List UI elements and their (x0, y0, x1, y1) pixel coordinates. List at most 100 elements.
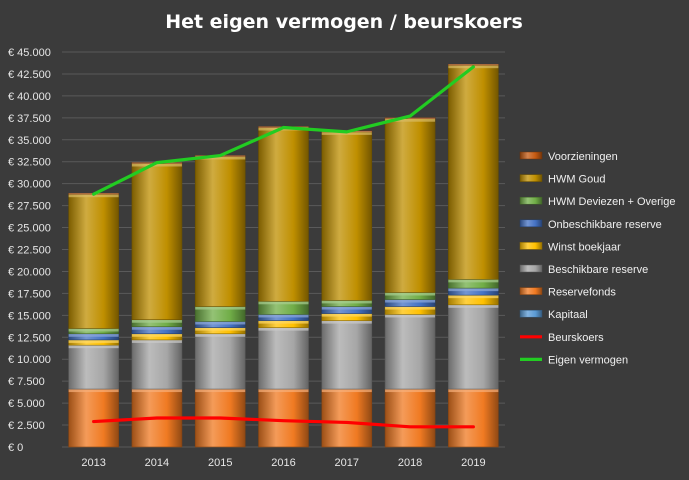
y-tick-label: € 0 (8, 442, 23, 454)
bar-segment-beschikbare-reserve (321, 320, 373, 390)
y-tick-label: € 27.500 (8, 201, 51, 213)
bar-segment-cap (131, 319, 182, 323)
bar-segment-hwm-goud (68, 193, 119, 329)
bar-segment-hwm-goud (321, 131, 373, 301)
y-tick-label: € 42.500 (8, 69, 51, 81)
bar-segment-cap (131, 389, 182, 393)
legend-swatch-winst-boekjaar (519, 242, 543, 250)
x-tick-label: 2013 (81, 457, 105, 469)
bar-segment-beschikbare-reserve (68, 344, 119, 390)
legend-label-eigen-vermogen: Eigen vermogen (548, 354, 628, 366)
legend-label-reservefonds: Reservefonds (548, 287, 616, 299)
y-tick-label: € 30.000 (8, 179, 51, 191)
line-beurskoers (92, 416, 475, 429)
chart-title: Het eigen vermogen / beurskoers (165, 11, 523, 33)
bar-segment-cap (258, 389, 309, 393)
bar-segment-reservefonds (384, 388, 436, 448)
y-tick-label: € 5.000 (8, 398, 45, 410)
bar-segment-cap (68, 333, 119, 337)
bar-segment-cap (258, 327, 309, 331)
bar-segment-reservefonds (68, 388, 119, 448)
x-tick-label: 2017 (335, 457, 359, 469)
legend-swatch-onbeschikbare-reserve (519, 219, 543, 228)
bar-segment-reservefonds (321, 388, 373, 448)
line-layer (92, 65, 475, 429)
bar-segment-cap (68, 389, 119, 393)
bar-segment-cap (131, 339, 182, 343)
x-tick-label: 2016 (271, 457, 295, 469)
legend-swatch-hwm-deviezen-overige (519, 196, 543, 205)
bar-segment-cap (131, 326, 182, 330)
legend-label-beurskoers: Beurskoers (548, 332, 604, 344)
bar-segment-cap (131, 333, 182, 337)
bar-segment-cap (385, 299, 436, 303)
bar-segment-cap (385, 117, 436, 119)
y-tick-label: € 40.000 (8, 91, 51, 103)
legend-swatch-hwm-goud (519, 174, 543, 182)
bar-segment-cap (68, 339, 119, 343)
bar-segment-beschikbare-reserve (258, 327, 309, 390)
y-tick-label: € 2.500 (8, 420, 45, 432)
y-tick-label: € 17.500 (8, 288, 51, 300)
bar-segment-cap (195, 306, 246, 310)
bar-segment-cap (195, 156, 246, 160)
legend-label-voorzieningen: Voorzieningen (548, 151, 618, 163)
bar-segment-reservefonds (258, 388, 309, 448)
bar-segment-cap (448, 64, 499, 66)
bar-segment-cap (448, 389, 499, 393)
x-tick-label: 2019 (461, 457, 485, 469)
bar-segment-hwm-goud (194, 156, 246, 307)
bar-segment-cap (195, 333, 246, 337)
bar-segment-cap (448, 295, 499, 299)
bar-segment-cap (321, 300, 372, 304)
bar-segment-cap (385, 314, 436, 318)
bar-segment-cap (258, 301, 309, 305)
y-tick-label: € 35.000 (8, 135, 51, 147)
bar-segment-beschikbare-reserve (194, 333, 246, 390)
line-eigen-vermogen (92, 65, 475, 196)
legend-label-hwm-deviezen-overige: HWM Deviezen + Overige (548, 196, 675, 208)
x-axis: 2013 2014 2015 2016 2017 2018 2019 (81, 457, 485, 469)
bar-segment-cap (195, 321, 246, 325)
bar-segment-beschikbare-reserve (448, 304, 499, 390)
bar-segment-cap (448, 288, 499, 292)
y-axis: € 0 € 2.500 € 5.000 € 7.500 € 10.000 € 12.500… (8, 47, 51, 454)
bar-segment-cap (321, 320, 372, 324)
bar-segment-cap (385, 118, 436, 122)
bar-segment-cap (195, 389, 246, 393)
bar-segment-cap (195, 327, 246, 331)
bar-segment-cap (385, 389, 436, 393)
bar-segment-cap (321, 306, 372, 310)
bar-layer (68, 63, 499, 448)
bar-segment-hwm-goud (384, 118, 436, 293)
bar-segment-beschikbare-reserve (384, 314, 436, 390)
bar-segment-hwm-goud (131, 163, 183, 321)
x-tick-label: 2018 (398, 457, 422, 469)
y-tick-label: € 15.000 (8, 310, 51, 322)
bar-segment-cap (448, 304, 499, 308)
legend-label-kapitaal: Kapitaal (548, 309, 588, 321)
x-tick-label: 2015 (208, 457, 232, 469)
y-tick-label: € 10.000 (8, 354, 51, 366)
legend-label-beschikbare-reserve: Beschikbare reserve (548, 264, 648, 276)
legend-swatch-reservefonds (519, 287, 543, 295)
bar-segment-cap (385, 306, 436, 310)
legend-label-hwm-goud: HWM Goud (548, 174, 605, 186)
legend-label-winst-boekjaar: Winst boekjaar (548, 241, 621, 253)
bar-segment-cap (68, 328, 119, 332)
bar-segment-beschikbare-reserve (131, 339, 183, 390)
y-tick-label: € 20.000 (8, 266, 51, 278)
bar-segment-cap (131, 163, 182, 167)
legend-label-onbeschikbare-reserve: Onbeschikbare reserve (548, 219, 662, 231)
y-tick-label: € 12.500 (8, 332, 51, 344)
y-tick-label: € 25.000 (8, 223, 51, 235)
bar-segment-hwm-goud (448, 64, 499, 280)
bar-segment-cap (321, 313, 372, 317)
legend-swatch-kapitaal (519, 309, 543, 318)
bar-segment-cap (68, 345, 119, 349)
bar-segment-cap (321, 389, 372, 393)
bar-segment-reservefonds (448, 388, 499, 448)
y-tick-label: € 37.500 (8, 113, 51, 125)
bar-segment-hwm-goud (258, 127, 309, 302)
